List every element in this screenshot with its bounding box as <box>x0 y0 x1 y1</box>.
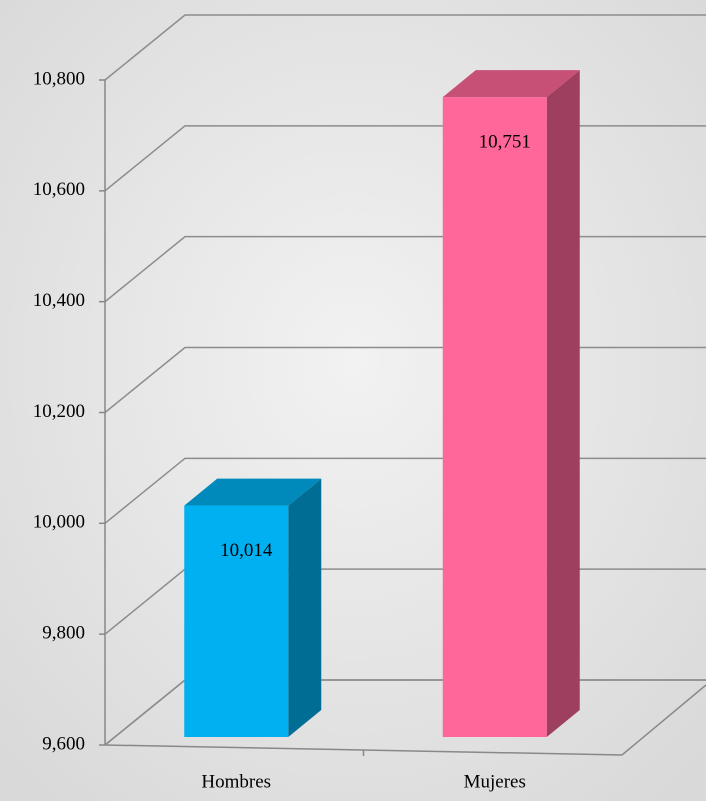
bar-top <box>442 70 580 98</box>
bar-side <box>288 478 322 737</box>
y-tick-label: 10,800 <box>33 68 85 89</box>
y-tick-label: 10,400 <box>33 290 85 311</box>
y-tick-label: 10,600 <box>33 179 85 200</box>
data-label: 10,014 <box>220 540 273 561</box>
y-tick-label: 10,200 <box>33 401 85 422</box>
x-tick-label: Mujeres <box>464 771 526 792</box>
y-tick-label: 9,800 <box>42 623 85 644</box>
y-tick-label: 9,600 <box>42 733 85 754</box>
bar <box>184 505 289 737</box>
floor-right <box>621 684 706 756</box>
data-label: 10,751 <box>479 132 531 153</box>
grid-line <box>104 14 706 81</box>
x-tick-label: Hombres <box>201 771 271 792</box>
y-tick-label: 10,000 <box>33 512 85 533</box>
bar-top <box>184 478 322 506</box>
bar <box>442 97 547 737</box>
bar-side <box>546 70 580 737</box>
